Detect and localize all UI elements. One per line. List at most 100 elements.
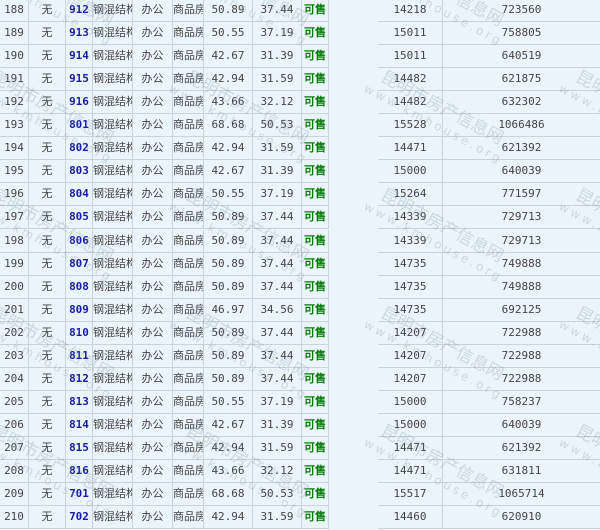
cell-mark: 无	[29, 344, 66, 368]
cell-area: 42.67	[204, 160, 253, 184]
cell-status: 可售	[302, 160, 329, 184]
cell-room[interactable]: 811	[66, 344, 93, 368]
cell-no: 189	[0, 22, 29, 46]
cell-usage: 办公	[133, 506, 173, 530]
cell-total: 621875	[443, 68, 600, 92]
cell-type: 商品房	[173, 413, 204, 437]
cell-type: 商品房	[173, 160, 204, 184]
cell-room[interactable]: 814	[66, 413, 93, 437]
cell-type: 商品房	[173, 367, 204, 391]
cell-mark: 无	[29, 91, 66, 115]
cell-empty	[329, 91, 377, 114]
cell-empty	[329, 275, 377, 298]
cell-usage: 办公	[133, 45, 173, 69]
cell-price: 15000	[378, 390, 443, 414]
cell-room[interactable]: 701	[66, 483, 93, 507]
cell-room[interactable]: 802	[66, 137, 93, 161]
cell-price: 14482	[378, 91, 443, 115]
cell-empty	[329, 160, 377, 183]
cell-room[interactable]: 809	[66, 298, 93, 322]
table-row: 205 无 813 钢混结构 办公 商品房 50.55 37.19 可售 15000 758237	[0, 390, 600, 414]
cell-price: 15264	[378, 183, 443, 207]
cell-total: 729713	[443, 229, 600, 253]
cell-room[interactable]: 816	[66, 460, 93, 483]
cell-room[interactable]: 913	[66, 22, 93, 46]
cell-empty	[329, 114, 377, 137]
cell-usage: 办公	[133, 160, 173, 184]
cell-mark: 无	[29, 390, 66, 414]
cell-usage: 办公	[133, 137, 173, 161]
cell-mark: 无	[29, 45, 66, 69]
cell-no: 195	[0, 160, 29, 184]
cell-room[interactable]: 801	[66, 114, 93, 138]
cell-mark: 无	[29, 229, 66, 253]
cell-structure: 钢混结构	[93, 183, 133, 207]
cell-empty	[329, 367, 377, 390]
cell-inner-area: 37.44	[253, 344, 302, 368]
cell-room[interactable]: 914	[66, 45, 93, 69]
cell-area: 50.89	[204, 0, 253, 22]
cell-usage: 办公	[133, 367, 173, 391]
cell-status: 可售	[302, 390, 329, 414]
cell-structure: 钢混结构	[93, 390, 133, 414]
cell-room[interactable]: 813	[66, 390, 93, 414]
cell-total: 640519	[443, 45, 600, 69]
cell-room[interactable]: 803	[66, 160, 93, 184]
cell-room[interactable]: 808	[66, 275, 93, 299]
cell-mark: 无	[29, 436, 66, 460]
cell-total: 749888	[443, 252, 600, 276]
cell-empty	[329, 0, 377, 21]
cell-price: 14735	[378, 298, 443, 322]
cell-price: 14207	[378, 367, 443, 391]
cell-price: 15528	[378, 114, 443, 138]
cell-room[interactable]: 807	[66, 252, 93, 276]
cell-price: 14471	[378, 436, 443, 460]
cell-type: 商品房	[173, 68, 204, 92]
cell-total: 729713	[443, 206, 600, 230]
cell-room[interactable]: 804	[66, 183, 93, 207]
cell-type: 商品房	[173, 321, 204, 345]
cell-no: 199	[0, 252, 29, 276]
cell-mark: 无	[29, 183, 66, 207]
table-row: 198 无 806 钢混结构 办公 商品房 50.89 37.44 可售 14339 729713	[0, 229, 600, 253]
cell-no: 198	[0, 229, 29, 253]
cell-mark: 无	[29, 506, 66, 530]
cell-no: 194	[0, 137, 29, 161]
cell-mark: 无	[29, 275, 66, 299]
cell-room[interactable]: 805	[66, 206, 93, 230]
cell-mark: 无	[29, 483, 66, 507]
cell-inner-area: 50.53	[253, 114, 302, 138]
cell-area: 50.89	[204, 344, 253, 368]
cell-room[interactable]: 912	[66, 0, 93, 22]
cell-room[interactable]: 815	[66, 436, 93, 460]
cell-total: 723560	[443, 0, 600, 22]
cell-price: 14471	[378, 137, 443, 161]
cell-no: 205	[0, 390, 29, 414]
cell-no: 201	[0, 298, 29, 322]
cell-room[interactable]: 812	[66, 367, 93, 391]
cell-room[interactable]: 702	[66, 506, 93, 530]
cell-structure: 钢混结构	[93, 68, 133, 92]
cell-price: 14735	[378, 252, 443, 276]
cell-usage: 办公	[133, 229, 173, 253]
cell-no: 190	[0, 45, 29, 69]
cell-mark: 无	[29, 413, 66, 437]
cell-mark: 无	[29, 137, 66, 161]
cell-room[interactable]: 916	[66, 91, 93, 115]
cell-inner-area: 37.44	[253, 252, 302, 276]
cell-inner-area: 37.19	[253, 390, 302, 414]
cell-room[interactable]: 806	[66, 229, 93, 253]
cell-room[interactable]: 915	[66, 68, 93, 92]
cell-no: 206	[0, 413, 29, 437]
cell-total: 1065714	[443, 483, 600, 507]
cell-structure: 钢混结构	[93, 436, 133, 460]
cell-usage: 办公	[133, 91, 173, 115]
cell-no: 204	[0, 367, 29, 391]
cell-empty	[329, 252, 377, 275]
cell-usage: 办公	[133, 344, 173, 368]
cell-room[interactable]: 810	[66, 321, 93, 345]
cell-total: 632302	[443, 91, 600, 115]
cell-area: 50.89	[204, 321, 253, 345]
cell-area: 50.55	[204, 183, 253, 207]
cell-total: 631811	[443, 460, 600, 483]
